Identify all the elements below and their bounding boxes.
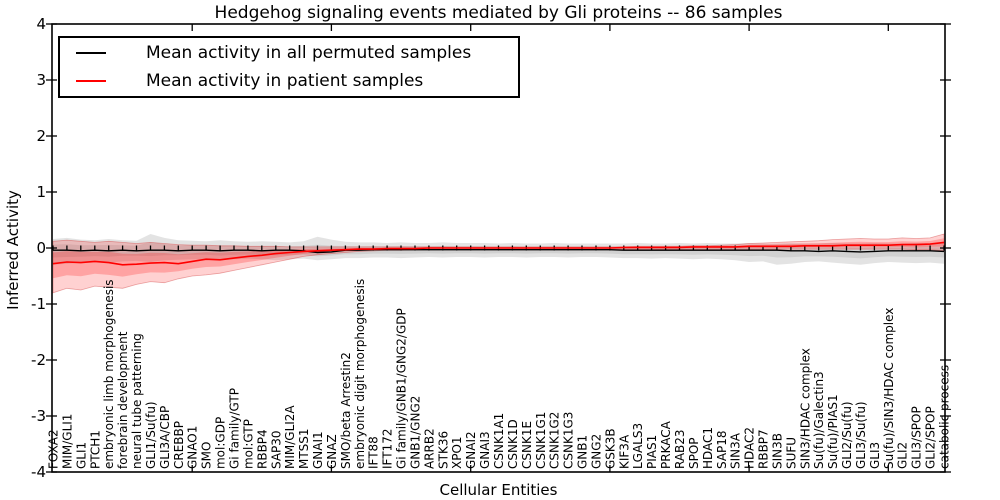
x-tick-label: GLI2/Su(fu) — [840, 401, 854, 469]
x-tick-label: GNAI1 — [311, 431, 325, 469]
x-tick-label: STK36 — [436, 431, 450, 469]
x-tick-label: neural tube patterning — [130, 333, 144, 469]
x-tick-label: mol:GTP — [241, 419, 255, 469]
x-tick-label: GLI2 — [896, 442, 910, 469]
x-tick-label: embryonic digit morphogenesis — [353, 279, 367, 469]
x-tick-label: PRKACA — [659, 420, 673, 469]
x-tick-label: GLI2/SPOP — [924, 406, 938, 469]
y-tick-label: -1 — [31, 295, 46, 313]
x-tick-label: SMO — [200, 442, 214, 469]
x-tick-label: SMO/beta Arrestin2 — [339, 352, 353, 469]
x-tick-label: KIF3A — [617, 434, 631, 469]
x-tick-label: Gi family/GNB1/GNG2/GDP — [395, 308, 409, 469]
legend: Mean activity in all permuted samples Me… — [58, 36, 520, 98]
x-tick-label: RAB23 — [673, 429, 687, 469]
y-tick-label: 2 — [36, 127, 46, 145]
x-tick-label: GLI3/SPOP — [910, 406, 924, 469]
x-tick-label: FOXA2 — [47, 429, 61, 469]
plot-title: Hedgehog signaling events mediated by Gl… — [214, 3, 783, 23]
x-tick-label: Gi family/GTP — [228, 388, 242, 469]
y-tick-label: 4 — [36, 15, 46, 33]
x-tick-label: Su(fu)/PIAS1 — [826, 394, 840, 469]
x-tick-label: SAP30 — [269, 430, 283, 469]
x-tick-label: ARRB2 — [422, 428, 436, 469]
x-tick-label: CSNK1E — [520, 421, 534, 469]
x-tick-label: GLI3 — [868, 442, 882, 469]
x-tick-label: GLI3/Su(fu) — [854, 401, 868, 469]
x-tick-label: SIN3B — [770, 433, 784, 469]
x-tick-label: Su(fu)/Galectin3 — [812, 371, 826, 469]
x-tick-label: LGALS3 — [631, 423, 645, 469]
x-tick-label: RBBP7 — [757, 429, 771, 469]
x-tick-label: embryonic limb morphogenesis — [102, 279, 116, 469]
x-tick-label: mol:GDP — [214, 417, 228, 469]
x-tick-label: CSNK1D — [506, 419, 520, 469]
x-axis-title: Cellular Entities — [439, 481, 558, 499]
permuted-mean-line — [53, 249, 945, 254]
x-tick-label: Su(fu)/SIN3/HDAC complex — [882, 308, 896, 469]
y-tick-label: 3 — [36, 71, 46, 89]
permuted-line-swatch — [76, 52, 106, 54]
x-tick-label: SIN3/HDAC complex — [798, 348, 812, 469]
x-tick-label: MTSS1 — [297, 428, 311, 469]
x-tick-label: IFT172 — [381, 429, 395, 469]
x-tick-label: forebrain development — [116, 331, 130, 469]
x-tick-label: GNAI2 — [464, 431, 478, 469]
legend-item-permuted: Mean activity in all permuted samples — [60, 40, 518, 67]
y-tick-label: -3 — [31, 407, 46, 425]
patient-mean-line — [52, 241, 945, 266]
y-tick-label: -2 — [31, 351, 46, 369]
x-tick-label: SAP18 — [715, 430, 729, 469]
x-tick-label: CSNK1A1 — [492, 413, 506, 469]
legend-item-patient: Mean activity in patient samples — [60, 68, 518, 95]
y-tick-label: 0 — [36, 239, 46, 257]
x-tick-label: GNAI3 — [478, 431, 492, 469]
x-tick-label: HDAC1 — [701, 427, 715, 469]
y-tick-label: 1 — [36, 183, 46, 201]
legend-label: Mean activity in all permuted samples — [146, 43, 472, 63]
y-tick-label: -4 — [31, 463, 46, 481]
x-tick-label: CSNK1G3 — [562, 412, 576, 469]
x-tick-label: catabolic process — [938, 365, 952, 469]
x-tick-label: MIM/GLI2A — [283, 405, 297, 469]
x-tick-label: GNG2 — [590, 434, 604, 469]
x-tick-label: SUFU — [784, 437, 798, 469]
legend-label: Mean activity in patient samples — [146, 71, 424, 91]
x-tick-label: PTCH1 — [88, 430, 102, 469]
patient-line-swatch — [76, 80, 106, 82]
x-tick-label: GLI3A/CBP — [158, 406, 172, 469]
x-tick-label: XPO1 — [450, 436, 464, 469]
x-tick-label: GNAZ — [325, 434, 339, 469]
x-tick-label: IFT88 — [367, 436, 381, 469]
x-tick-label: GLI1/Su(fu) — [144, 401, 158, 469]
x-tick-label: RBBP4 — [255, 429, 269, 469]
y-axis-title: Inferred Activity — [4, 190, 22, 310]
x-tick-label: GNB1/GNG2 — [409, 396, 423, 469]
x-tick-label: GNAO1 — [186, 426, 200, 469]
x-tick-label: GSK3B — [603, 428, 617, 469]
x-tick-label: SIN3A — [729, 432, 743, 469]
x-tick-label: GLI1 — [74, 442, 88, 469]
x-tick-label: CSNK1G2 — [548, 412, 562, 469]
x-tick-label: MIM/GLI1 — [60, 414, 74, 469]
x-tick-label: SPOP — [687, 437, 701, 469]
x-tick-label: CSNK1G1 — [534, 412, 548, 469]
x-tick-label: PIAS1 — [645, 435, 659, 469]
x-tick-label: CREBBP — [172, 421, 186, 469]
x-tick-label: HDAC2 — [743, 427, 757, 469]
x-tick-label: GNB1 — [576, 435, 590, 469]
